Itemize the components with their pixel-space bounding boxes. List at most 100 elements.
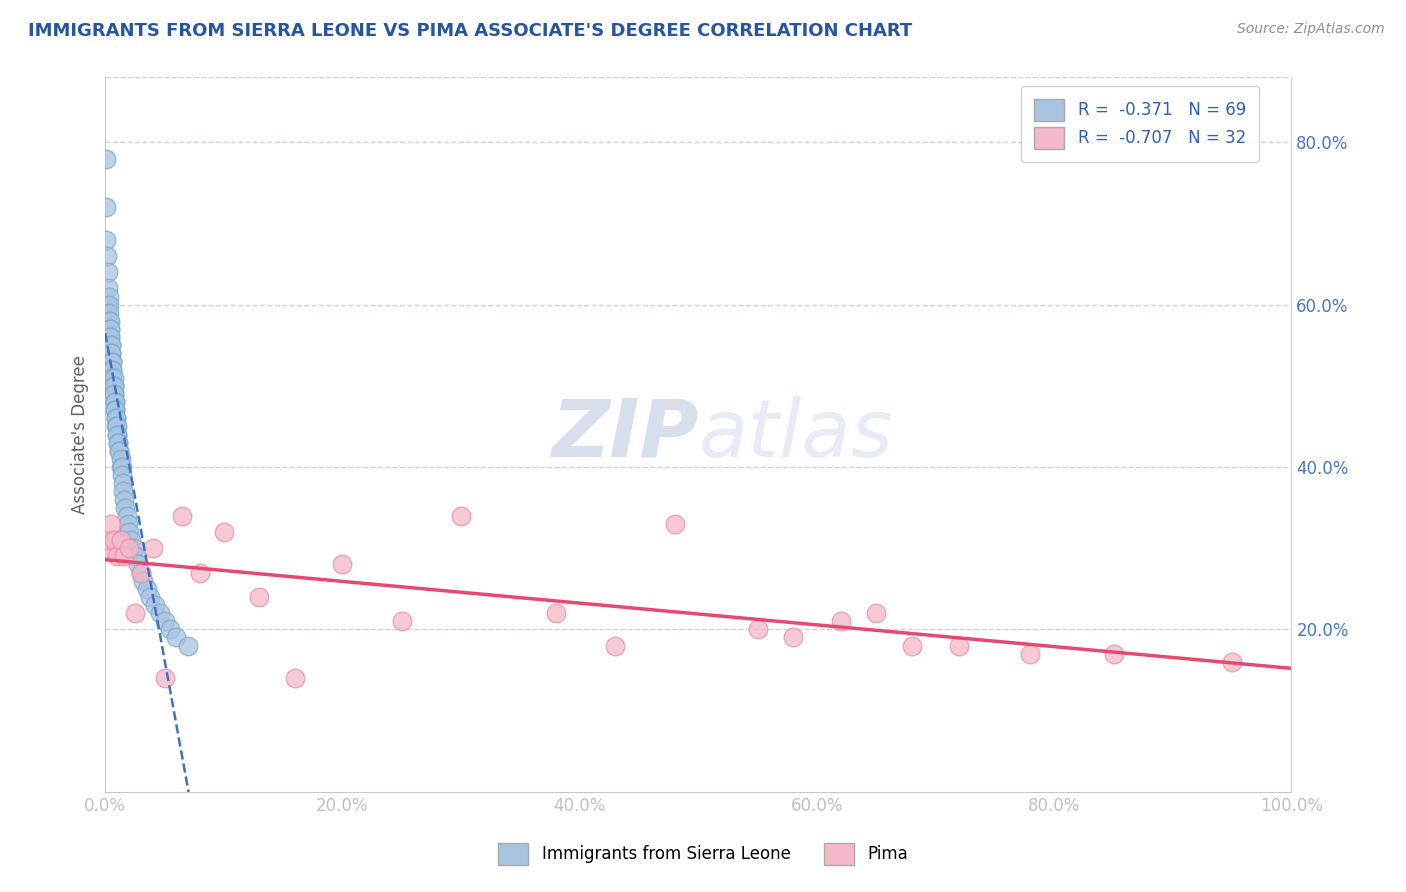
Point [103, 387, 125, 401]
Point [188, 566, 211, 580]
Point [104, 419, 127, 434]
Point [111, 468, 134, 483]
Point [115, 508, 138, 523]
Point [110, 460, 132, 475]
Point [105, 427, 128, 442]
Point [112, 549, 135, 564]
Point [391, 614, 413, 628]
Point [544, 606, 567, 620]
Point [97, 281, 120, 295]
Point [129, 566, 152, 580]
Point [101, 354, 124, 368]
Point [332, 558, 354, 572]
Legend: R =  -0.371   N = 69, R =  -0.707   N = 32: R = -0.371 N = 69, R = -0.707 N = 32 [1021, 86, 1260, 162]
Point [103, 533, 125, 547]
Point [105, 419, 128, 434]
Text: ZIP: ZIP [551, 395, 699, 474]
Point [865, 606, 887, 620]
Point [97, 289, 120, 303]
Point [143, 598, 166, 612]
Point [101, 362, 124, 376]
Point [132, 574, 155, 588]
Legend: Immigrants from Sierra Leone, Pima: Immigrants from Sierra Leone, Pima [488, 833, 918, 875]
Point [94, 152, 117, 166]
Point [100, 346, 122, 360]
Point [110, 451, 132, 466]
Point [97, 306, 120, 320]
Point [127, 558, 149, 572]
Point [212, 524, 235, 539]
Point [103, 379, 125, 393]
Point [782, 631, 804, 645]
Point [165, 631, 187, 645]
Point [139, 590, 162, 604]
Point [664, 516, 686, 531]
Point [98, 322, 121, 336]
Point [107, 435, 129, 450]
Point [1019, 647, 1042, 661]
Point [111, 484, 134, 499]
Point [103, 370, 125, 384]
Point [135, 582, 157, 596]
Point [111, 460, 134, 475]
Point [153, 614, 176, 628]
Point [747, 623, 769, 637]
Point [97, 298, 120, 312]
Point [125, 549, 148, 564]
Text: atlas: atlas [699, 395, 893, 474]
Point [117, 516, 139, 531]
Point [153, 671, 176, 685]
Point [97, 265, 120, 279]
Point [901, 639, 924, 653]
Point [100, 516, 122, 531]
Point [249, 590, 271, 604]
Point [100, 346, 122, 360]
Point [450, 508, 472, 523]
Point [120, 533, 142, 547]
Point [177, 639, 200, 653]
Point [98, 330, 121, 344]
Point [1220, 655, 1243, 669]
Point [108, 443, 131, 458]
Point [1102, 647, 1125, 661]
Point [101, 362, 124, 376]
Point [98, 330, 121, 344]
Point [149, 606, 172, 620]
Point [96, 200, 118, 214]
Point [96, 541, 118, 556]
Point [104, 403, 127, 417]
Point [118, 541, 141, 556]
Point [101, 354, 124, 368]
Point [172, 508, 194, 523]
Point [100, 338, 122, 352]
Point [105, 427, 128, 442]
Point [103, 379, 125, 393]
Text: Source: ZipAtlas.com: Source: ZipAtlas.com [1237, 22, 1385, 37]
Point [104, 411, 127, 425]
Point [104, 411, 127, 425]
Point [96, 233, 118, 247]
Point [97, 298, 120, 312]
Point [107, 435, 129, 450]
Point [98, 314, 121, 328]
Point [284, 671, 307, 685]
Point [142, 541, 165, 556]
Point [97, 314, 120, 328]
Point [101, 370, 124, 384]
Point [105, 549, 128, 564]
Text: IMMIGRANTS FROM SIERRA LEONE VS PIMA ASSOCIATE'S DEGREE CORRELATION CHART: IMMIGRANTS FROM SIERRA LEONE VS PIMA ASS… [28, 22, 912, 40]
Point [98, 322, 121, 336]
Point [111, 476, 134, 491]
Point [112, 492, 135, 507]
Point [97, 533, 120, 547]
Y-axis label: Associate's Degree: Associate's Degree [72, 355, 89, 514]
Point [605, 639, 627, 653]
Point [129, 566, 152, 580]
Point [104, 403, 127, 417]
Point [108, 443, 131, 458]
Point [104, 395, 127, 409]
Point [124, 606, 146, 620]
Point [830, 614, 852, 628]
Point [103, 387, 125, 401]
Point [100, 338, 122, 352]
